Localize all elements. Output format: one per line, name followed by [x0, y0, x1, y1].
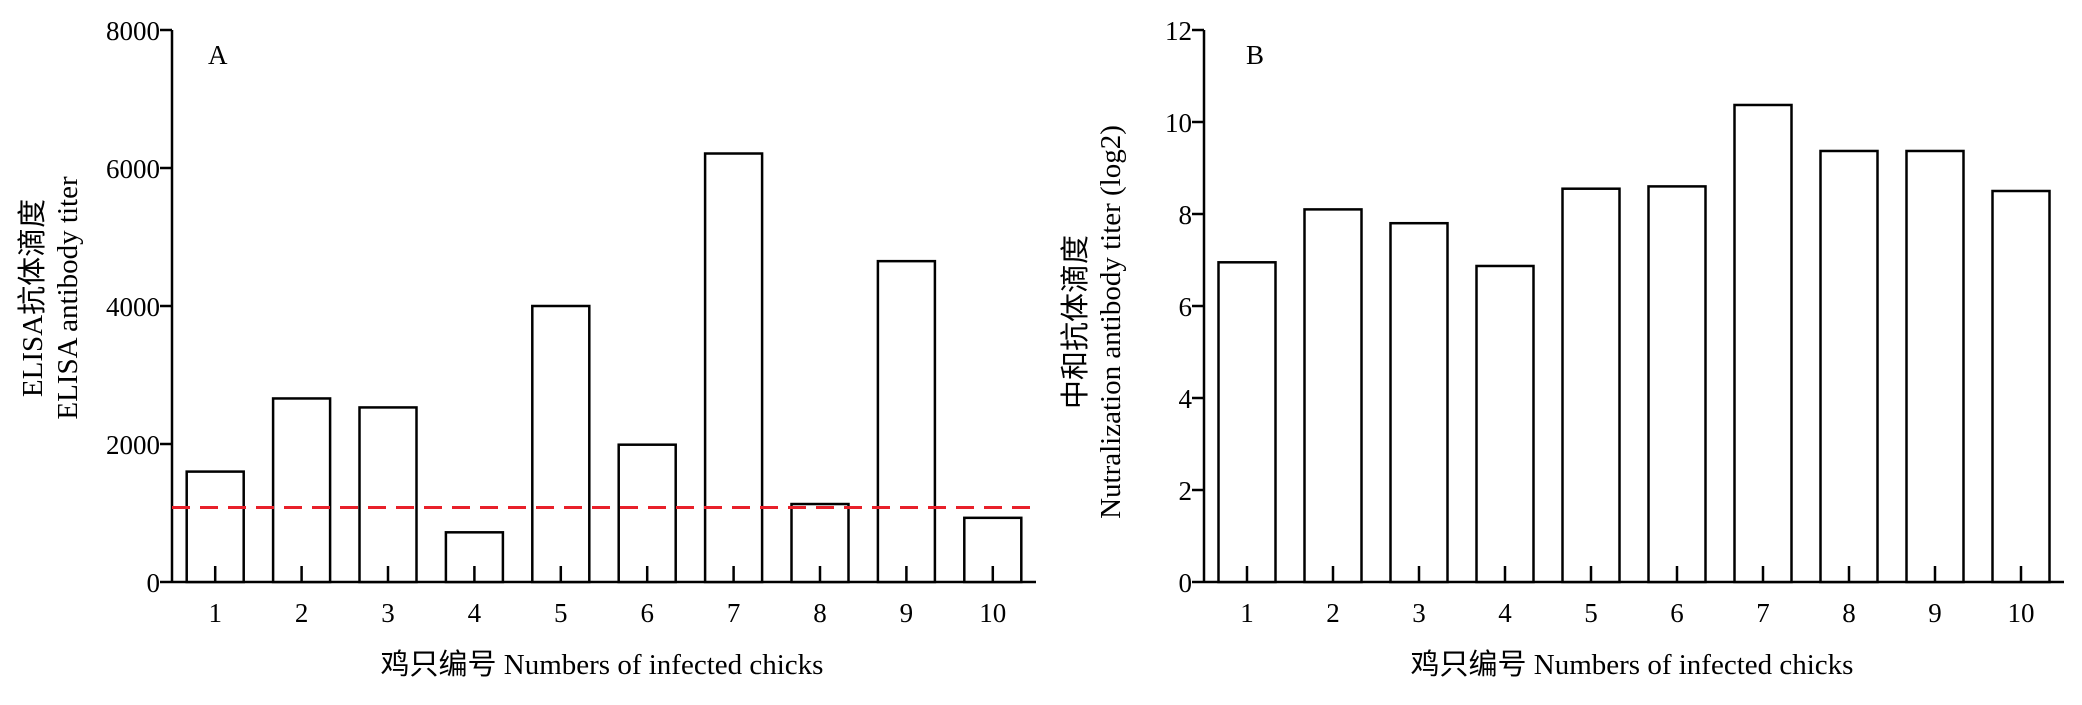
y-axis-label-b-line1: 中和抗体滴度 — [1059, 235, 1092, 409]
x-tick-label-a-6: 6 — [640, 598, 654, 628]
bar-b-10 — [1991, 189, 2051, 584]
panel-a: A ELISA抗体滴度 ELISA antibody titer 鸡只编号 Nu… — [16, 16, 1036, 681]
panel-b: B 中和抗体滴度 Nutralization antibody titer (l… — [1059, 16, 2064, 681]
x-tick-label-b-2: 2 — [1326, 598, 1340, 628]
x-tick-label-b-1: 1 — [1240, 598, 1254, 628]
x-tick-label-a-8: 8 — [813, 598, 827, 628]
bar-a-6 — [617, 443, 677, 584]
y-tick-label-b: 10 — [1165, 108, 1192, 138]
bar-b-9 — [1905, 149, 1965, 584]
y-tick-label-a: 6000 — [106, 154, 160, 184]
x-tick-label-b-3: 3 — [1412, 598, 1426, 628]
x-tick-label-a-2: 2 — [295, 598, 309, 628]
x-tick-label-a-9: 9 — [900, 598, 914, 628]
x-tick-label-a-4: 4 — [468, 598, 482, 628]
y-tick-label-b: 0 — [1179, 568, 1193, 598]
y-tick-label-b: 2 — [1179, 476, 1193, 506]
panel-label-a: A — [208, 40, 228, 70]
x-axis-label-b: 鸡只编号 Numbers of infected chicks — [1411, 648, 1854, 681]
x-tick-label-a-5: 5 — [554, 598, 568, 628]
bar-a-5 — [531, 304, 591, 584]
bar-b-2 — [1303, 208, 1363, 584]
y-tick-label-b: 12 — [1165, 16, 1192, 46]
x-tick-label-a-1: 1 — [208, 598, 222, 628]
bar-b-3 — [1389, 221, 1449, 584]
bar-b-7 — [1733, 103, 1793, 584]
panel-label-b: B — [1246, 40, 1264, 70]
bar-a-3 — [358, 406, 418, 584]
y-tick-label-a: 2000 — [106, 430, 160, 460]
x-tick-label-b-10: 10 — [2008, 598, 2035, 628]
y-tick-label-b: 6 — [1179, 292, 1193, 322]
y-tick-label-a: 0 — [147, 568, 161, 598]
bar-b-6 — [1647, 185, 1707, 584]
x-tick-label-b-9: 9 — [1928, 598, 1942, 628]
y-axis-label-a-line1: ELISA抗体滴度 — [16, 199, 49, 397]
y-axis-label-b-line2: Nutralization antibody titer (log2) — [1095, 125, 1127, 519]
y-tick-label-a: 8000 — [106, 16, 160, 46]
x-tick-label-a-10: 10 — [979, 598, 1006, 628]
bar-b-8 — [1819, 149, 1879, 584]
bar-a-2 — [271, 397, 332, 584]
bars-a: 0 2000 4000 6000 8000 1 2 3 4 5 6 7 8 9 10 — [106, 16, 1036, 628]
bar-a-9 — [876, 259, 937, 584]
bar-a-7 — [703, 152, 764, 584]
y-tick-label-a: 4000 — [106, 292, 160, 322]
x-tick-label-b-8: 8 — [1842, 598, 1856, 628]
bar-b-1 — [1217, 261, 1277, 584]
y-tick-label-b: 4 — [1179, 384, 1193, 414]
x-tick-label-a-3: 3 — [381, 598, 395, 628]
y-tick-label-b: 8 — [1179, 200, 1193, 230]
x-tick-label-b-5: 5 — [1584, 598, 1598, 628]
x-tick-label-b-4: 4 — [1498, 598, 1512, 628]
bar-b-4 — [1475, 264, 1535, 584]
x-tick-label-a-7: 7 — [727, 598, 741, 628]
y-axis-label-a-line2: ELISA antibody titer — [52, 176, 84, 420]
bar-b-5 — [1561, 187, 1621, 584]
x-axis-label-a: 鸡只编号 Numbers of infected chicks — [381, 648, 824, 681]
x-tick-label-b-7: 7 — [1756, 598, 1770, 628]
bar-a-1 — [185, 470, 245, 584]
x-tick-label-b-6: 6 — [1670, 598, 1684, 628]
